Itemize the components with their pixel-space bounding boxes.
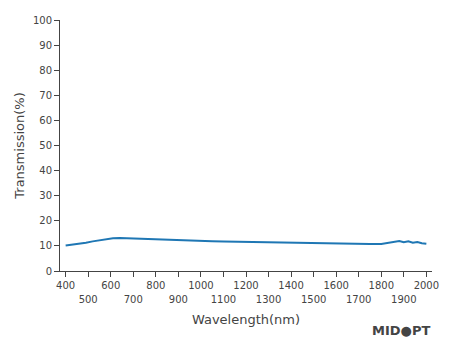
svg-text:500: 500	[79, 294, 98, 305]
svg-text:1000: 1000	[188, 280, 213, 291]
svg-text:600: 600	[101, 280, 120, 291]
svg-text:40: 40	[39, 165, 52, 176]
svg-text:100: 100	[33, 15, 52, 26]
svg-text:90: 90	[39, 40, 52, 51]
svg-text:700: 700	[124, 294, 143, 305]
svg-text:10: 10	[39, 240, 52, 251]
svg-text:60: 60	[39, 115, 52, 126]
svg-text:400: 400	[56, 280, 75, 291]
svg-text:1200: 1200	[233, 280, 258, 291]
svg-text:30: 30	[39, 190, 52, 201]
svg-text:80: 80	[39, 65, 52, 76]
svg-text:20: 20	[39, 215, 52, 226]
svg-text:70: 70	[39, 90, 52, 101]
svg-text:800: 800	[146, 280, 165, 291]
svg-text:50: 50	[39, 140, 52, 151]
svg-text:1800: 1800	[369, 280, 394, 291]
svg-text:1700: 1700	[346, 294, 371, 305]
svg-text:Wavelength(nm): Wavelength(nm)	[192, 312, 300, 327]
svg-text:900: 900	[169, 294, 188, 305]
svg-text:1400: 1400	[278, 280, 303, 291]
svg-text:1500: 1500	[301, 294, 326, 305]
svg-text:Transmission(%): Transmission(%)	[12, 92, 27, 199]
svg-text:1600: 1600	[323, 280, 348, 291]
svg-text:1300: 1300	[256, 294, 281, 305]
svg-text:0: 0	[46, 266, 52, 277]
svg-text:1100: 1100	[211, 294, 236, 305]
svg-text:2000: 2000	[414, 280, 439, 291]
svg-text:MID●PT: MID●PT	[372, 323, 430, 338]
svg-text:1900: 1900	[391, 294, 416, 305]
